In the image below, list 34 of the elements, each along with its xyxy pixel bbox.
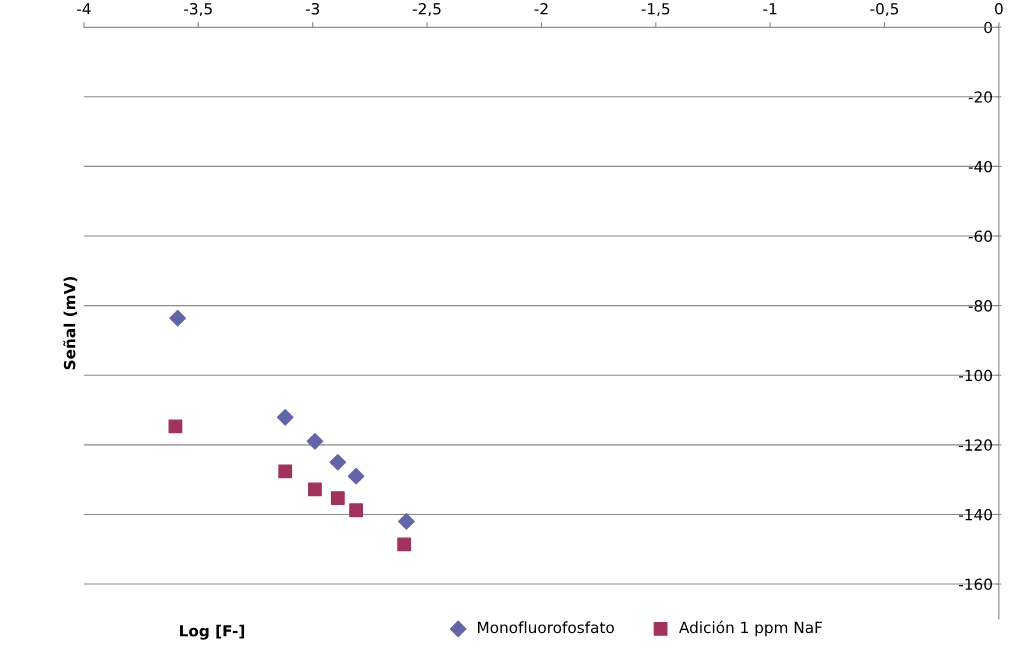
y-tick-label: 0	[984, 21, 992, 34]
y-axis-title: Señal (mV)	[63, 276, 78, 370]
point	[308, 482, 322, 497]
point	[397, 537, 412, 552]
y-tick-label: -20	[968, 91, 992, 103]
x-tick-label: -4	[77, 3, 91, 15]
x-tick-label: -1,5	[641, 3, 670, 17]
point	[398, 513, 415, 530]
point	[349, 503, 364, 518]
y-tick-label: -140	[959, 508, 992, 521]
x-axis-title: Log [F-]	[180, 624, 245, 640]
x-tick-label: -3	[305, 2, 320, 15]
x-tick-label: -0,5	[870, 2, 899, 17]
y-tick-label: -40	[968, 160, 992, 173]
y-tick-label: -60	[968, 230, 992, 243]
x-tick-label: -3,5	[184, 2, 212, 17]
x-tick-label: 0	[995, 2, 1003, 15]
point	[276, 409, 294, 426]
y-tick-label: -80	[968, 300, 992, 312]
point	[329, 453, 347, 471]
y-tick-label: -160	[959, 578, 992, 591]
legend-label: Adición 1 ppm NaF	[679, 620, 822, 637]
x-tick-label: -2	[534, 2, 548, 15]
y-tick-label: -120	[959, 439, 992, 451]
point	[306, 433, 324, 450]
point	[169, 309, 186, 327]
x-tick-label: -2,5	[412, 2, 441, 17]
y-tick-label: -100	[959, 369, 992, 382]
point	[330, 491, 345, 505]
point	[168, 419, 183, 434]
point	[347, 467, 365, 485]
x-tick-label: -1	[763, 3, 777, 15]
point	[278, 464, 293, 479]
legend-label: Monofluorofosfato	[478, 621, 614, 634]
